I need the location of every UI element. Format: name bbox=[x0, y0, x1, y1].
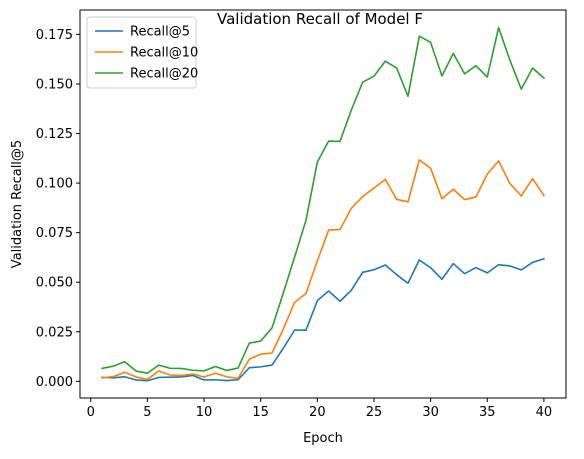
y-tick-label: 0.150 bbox=[36, 77, 73, 92]
y-tick-label: 0.075 bbox=[36, 226, 73, 241]
legend-label: Recall@20 bbox=[130, 67, 198, 82]
y-tick-label: 0.050 bbox=[36, 276, 73, 291]
y-tick-label: 0.175 bbox=[36, 28, 73, 43]
x-tick-label: 40 bbox=[536, 405, 553, 420]
y-tick-label: 0.100 bbox=[36, 177, 73, 192]
x-tick-label: 35 bbox=[479, 405, 496, 420]
legend-label: Recall@5 bbox=[130, 25, 190, 40]
y-axis-label: Validation Recall@5 bbox=[10, 140, 25, 268]
y-tick-label: 0.000 bbox=[36, 375, 73, 390]
y-tick-label: 0.125 bbox=[36, 127, 73, 142]
x-tick-label: 30 bbox=[422, 405, 439, 420]
y-tick-label: 0.025 bbox=[36, 325, 73, 340]
x-tick-label: 20 bbox=[309, 405, 326, 420]
x-tick-label: 0 bbox=[87, 405, 95, 420]
legend-label: Recall@10 bbox=[130, 46, 198, 61]
x-axis-label: Epoch bbox=[303, 431, 343, 446]
legend: Recall@5 Recall@10 Recall@20 bbox=[87, 17, 198, 88]
x-tick-label: 15 bbox=[252, 405, 269, 420]
x-tick-label: 10 bbox=[196, 405, 213, 420]
x-tick-label: 5 bbox=[143, 405, 151, 420]
x-tick-label: 25 bbox=[366, 405, 383, 420]
chart-title: Validation Recall of Model F bbox=[217, 10, 423, 28]
